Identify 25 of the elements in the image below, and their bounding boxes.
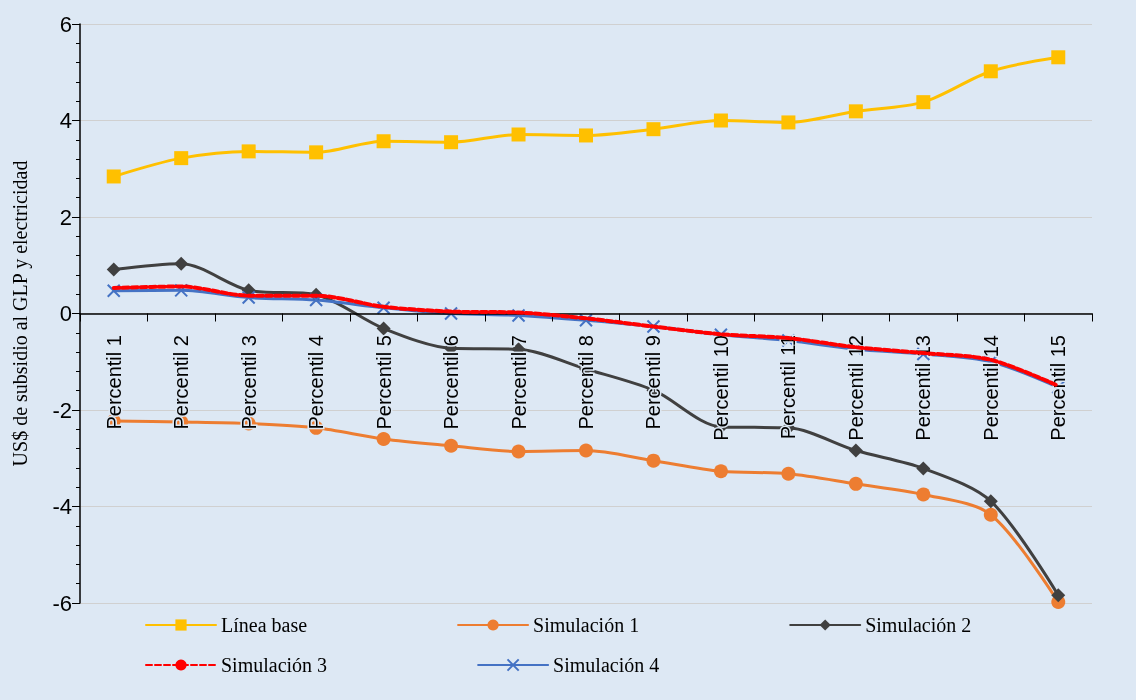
legend-label: Simulación 3 — [221, 654, 328, 676]
x-tick-label: Percentil 15 — [1047, 335, 1070, 441]
y-tick-label: 4 — [59, 108, 72, 133]
x-tick-label: Percentil 2 — [170, 335, 193, 430]
y-axis-title: US$ de subsidio al GLP y electricidad — [9, 160, 32, 467]
legend-label: Simulación 4 — [553, 654, 660, 676]
x-tick-label: Percentil 14 — [979, 335, 1002, 441]
y-tick-label: -2 — [52, 397, 72, 423]
x-tick-label: Percentil 9 — [642, 335, 665, 430]
y-tick-label: 2 — [59, 204, 72, 230]
y-tick-label: 6 — [59, 11, 72, 37]
x-tick-label: Percentil 3 — [237, 335, 260, 430]
y-tick-label: 0 — [59, 301, 72, 326]
x-tick-label: Percentil 1 — [102, 335, 125, 430]
x-tick-label: Percentil 8 — [575, 335, 597, 430]
legend-label: Simulación 2 — [865, 614, 972, 636]
x-tick-label: Percentil 4 — [305, 335, 328, 430]
y-tick-label: -6 — [52, 590, 72, 616]
legend-label: Línea base — [221, 614, 308, 636]
x-tick-label: Percentil 7 — [507, 335, 530, 430]
x-tick-label: Percentil 5 — [372, 335, 395, 430]
y-tick-label: -4 — [52, 494, 72, 519]
legend-label: Simulación 1 — [533, 614, 640, 636]
x-tick-label: Percentil 6 — [440, 335, 463, 430]
x-tick-label: Percentil 10 — [709, 335, 732, 441]
